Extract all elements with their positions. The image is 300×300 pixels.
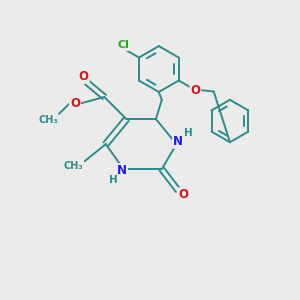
Text: CH₃: CH₃ [64,161,83,172]
Text: N: N [117,164,127,177]
Text: O: O [190,84,200,97]
Text: O: O [79,70,89,83]
Text: H: H [184,128,193,138]
Text: H: H [109,175,118,185]
Text: N: N [173,135,183,148]
Text: Cl: Cl [118,40,129,50]
Text: CH₃: CH₃ [39,115,58,125]
Text: O: O [178,188,188,201]
Text: O: O [70,97,80,110]
